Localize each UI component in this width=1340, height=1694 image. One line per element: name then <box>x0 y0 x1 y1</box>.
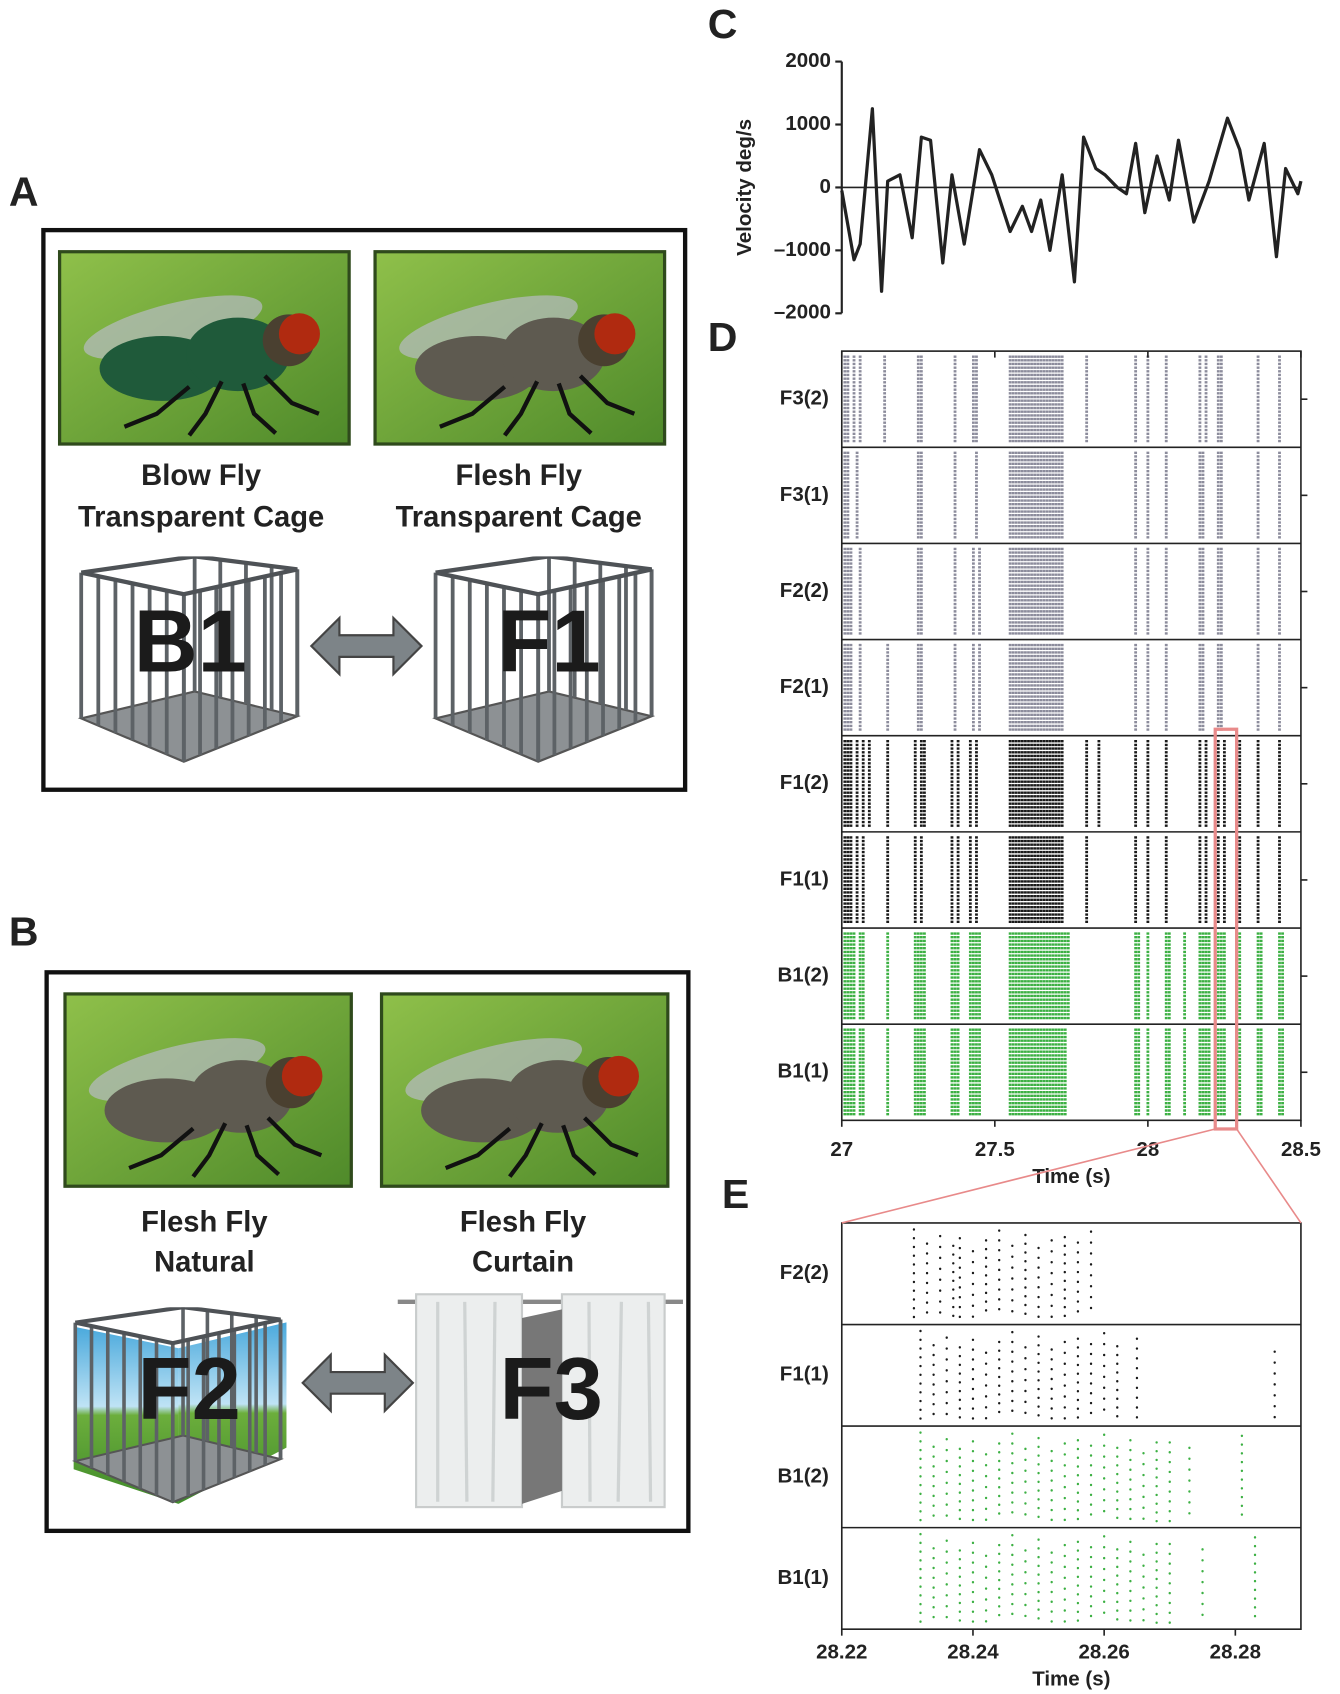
y-tick-label: 2000 <box>785 49 831 72</box>
cage-label: F3 <box>499 1339 602 1438</box>
x-tick-label: 28.26 <box>1078 1640 1129 1663</box>
row-label: B1(1) <box>778 1060 829 1083</box>
cage-label: F2 <box>138 1339 241 1438</box>
panel-letter: A <box>9 168 39 214</box>
caption: Blow Fly <box>141 460 262 492</box>
zoom-line <box>842 1129 1215 1223</box>
row-label: F3(2) <box>780 387 829 410</box>
row-label: B1(2) <box>778 964 829 987</box>
panel-letter: C <box>708 1 738 47</box>
row-label: F2(2) <box>780 1261 829 1284</box>
figure: A B C D E Blow Fly Transparent Cage Fles… <box>0 0 1340 1694</box>
row-label: F2(2) <box>780 579 829 602</box>
row-label: F2(1) <box>780 675 829 698</box>
y-tick-label: –1000 <box>774 238 831 261</box>
x-tick-label: 28.24 <box>947 1640 999 1663</box>
panel-letter: B <box>9 908 39 954</box>
x-tick-label: 28 <box>1136 1138 1159 1161</box>
double-arrow <box>311 618 421 674</box>
row-label: F1(1) <box>780 867 829 890</box>
caption: Flesh Fly <box>141 1207 268 1239</box>
x-tick-label: 28.5 <box>1281 1138 1321 1161</box>
caption: Natural <box>154 1247 254 1279</box>
panel-letter: D <box>708 314 738 360</box>
x-axis-label: Time (s) <box>1032 1165 1110 1188</box>
row-label: F1(1) <box>780 1363 829 1386</box>
double-arrow <box>303 1355 413 1411</box>
cage-label: B1 <box>134 592 247 691</box>
y-tick-label: 1000 <box>785 112 831 135</box>
x-tick-label: 28.28 <box>1210 1640 1261 1663</box>
velocity-line <box>842 109 1301 291</box>
caption: Flesh Fly <box>460 1207 587 1239</box>
x-axis-label: Time (s) <box>1032 1667 1110 1690</box>
row-label: F1(2) <box>780 771 829 794</box>
y-tick-label: –2000 <box>774 301 831 324</box>
x-tick-label: 28.22 <box>816 1640 867 1663</box>
caption: Flesh Fly <box>456 460 583 492</box>
caption: Curtain <box>472 1247 574 1279</box>
row-label: B1(1) <box>778 1566 829 1589</box>
x-tick-label: 27 <box>830 1138 853 1161</box>
caption: Transparent Cage <box>78 501 324 533</box>
y-tick-label: 0 <box>820 175 831 198</box>
row-label: B1(2) <box>778 1464 829 1487</box>
caption: Transparent Cage <box>396 501 642 533</box>
cage-label: F1 <box>497 592 600 691</box>
y-axis-label: Velocity deg/s <box>733 119 756 256</box>
row-label: F3(1) <box>780 483 829 506</box>
panel-letter: E <box>722 1171 749 1217</box>
x-tick-label: 27.5 <box>975 1138 1015 1161</box>
